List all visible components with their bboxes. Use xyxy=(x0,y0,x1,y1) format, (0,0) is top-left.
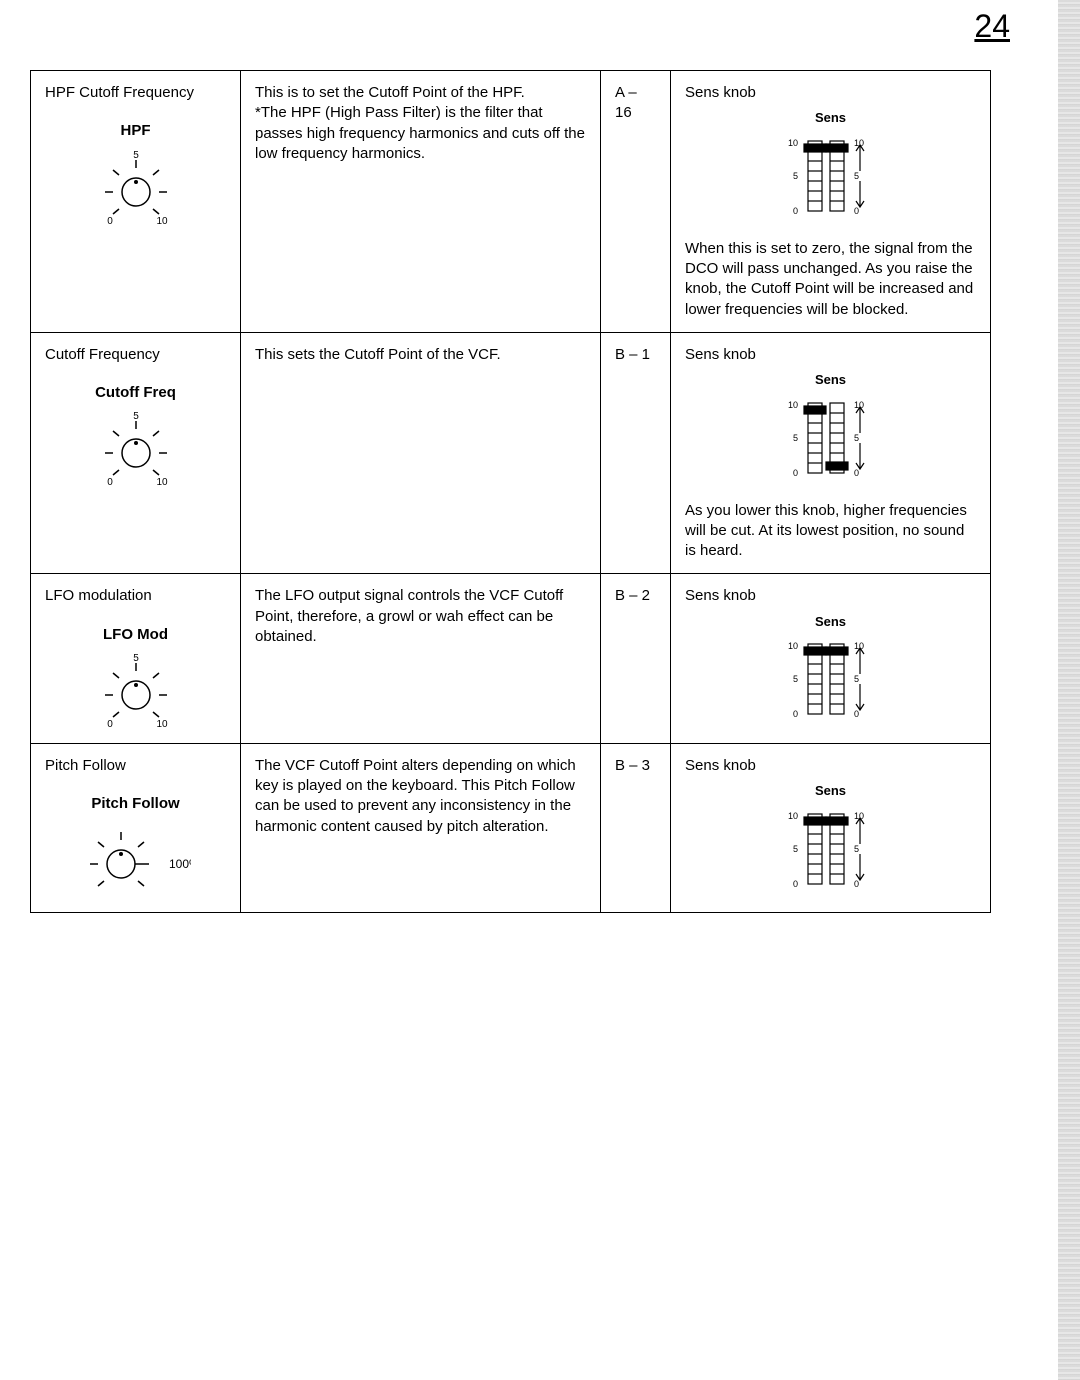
sens-slider-icon: 10 5 0 10 5 0 xyxy=(685,131,976,221)
sens-title: Sens knob xyxy=(685,756,976,776)
svg-text:0: 0 xyxy=(854,709,859,719)
param-ref: B – 2 xyxy=(601,574,671,744)
svg-text:10: 10 xyxy=(787,400,797,410)
page-number: 24 xyxy=(974,8,1010,45)
param-ref: A – 16 xyxy=(601,71,671,333)
sens-description: When this is set to zero, the signal fro… xyxy=(685,239,976,320)
svg-text:5: 5 xyxy=(792,844,797,854)
param-description: This is to set the Cutoff Point of the H… xyxy=(241,71,601,333)
parameter-table: HPF Cutoff Frequency HPF xyxy=(30,70,991,913)
param-ref: B – 3 xyxy=(601,743,671,913)
param-ref: B – 1 xyxy=(601,332,671,574)
param-sublabel: Pitch Follow xyxy=(45,794,226,814)
svg-text:0: 0 xyxy=(107,719,113,730)
svg-text:10: 10 xyxy=(156,216,168,227)
table-row: HPF Cutoff Frequency HPF xyxy=(31,71,991,333)
svg-text:0: 0 xyxy=(107,477,113,488)
svg-text:10: 10 xyxy=(787,641,797,651)
param-sublabel: Cutoff Freq xyxy=(45,383,226,403)
sens-slider-icon: 10 5 0 10 5 0 xyxy=(685,804,976,894)
param-description: The VCF Cutoff Point alters depending on… xyxy=(241,743,601,913)
knob-icon: 100% xyxy=(45,820,226,900)
svg-text:5: 5 xyxy=(133,411,139,422)
svg-text:10: 10 xyxy=(854,400,864,410)
param-description: This sets the Cutoff Point of the VCF. xyxy=(241,332,601,574)
sens-title: Sens knob xyxy=(685,345,976,365)
param-title: Pitch Follow xyxy=(45,756,226,776)
sens-slider-icon: 10 5 0 10 5 0 xyxy=(685,393,976,483)
sens-label: Sens xyxy=(685,613,976,631)
svg-text:0: 0 xyxy=(107,216,113,227)
param-title: Cutoff Frequency xyxy=(45,345,226,365)
table-row: Cutoff Frequency Cutoff Freq xyxy=(31,332,991,574)
svg-text:5: 5 xyxy=(792,674,797,684)
param-sublabel: HPF xyxy=(45,121,226,141)
scan-edge xyxy=(1058,0,1080,1380)
param-sublabel: LFO Mod xyxy=(45,625,226,645)
param-title: LFO modulation xyxy=(45,586,226,606)
knob-icon: 5 0 10 xyxy=(45,148,226,228)
param-description: The LFO output signal controls the VCF C… xyxy=(241,574,601,744)
sens-title: Sens knob xyxy=(685,586,976,606)
svg-text:0: 0 xyxy=(792,206,797,216)
sens-label: Sens xyxy=(685,371,976,389)
svg-text:0: 0 xyxy=(792,879,797,889)
svg-text:5: 5 xyxy=(133,150,139,161)
svg-text:0: 0 xyxy=(854,879,859,889)
svg-text:100%: 100% xyxy=(169,857,191,871)
table-row: LFO modulation LFO Mod 5 xyxy=(31,574,991,744)
svg-text:10: 10 xyxy=(156,477,168,488)
sens-label: Sens xyxy=(685,782,976,800)
svg-text:5: 5 xyxy=(854,844,859,854)
svg-text:10: 10 xyxy=(854,811,864,821)
svg-text:10: 10 xyxy=(156,719,168,730)
svg-text:0: 0 xyxy=(792,709,797,719)
svg-text:10: 10 xyxy=(854,641,864,651)
svg-text:0: 0 xyxy=(792,468,797,478)
sens-slider-icon: 10 5 0 10 5 0 xyxy=(685,634,976,724)
svg-text:0: 0 xyxy=(854,206,859,216)
svg-text:10: 10 xyxy=(854,138,864,148)
svg-text:5: 5 xyxy=(792,433,797,443)
svg-text:5: 5 xyxy=(854,433,859,443)
knob-icon: 5 0 10 xyxy=(45,409,226,489)
svg-text:10: 10 xyxy=(787,138,797,148)
svg-text:5: 5 xyxy=(792,171,797,181)
svg-text:10: 10 xyxy=(787,811,797,821)
param-title: HPF Cutoff Frequency xyxy=(45,83,226,103)
sens-title: Sens knob xyxy=(685,83,976,103)
sens-label: Sens xyxy=(685,109,976,127)
sens-description: As you lower this knob, higher frequenci… xyxy=(685,501,976,562)
svg-text:5: 5 xyxy=(854,171,859,181)
svg-text:5: 5 xyxy=(854,674,859,684)
table-row: Pitch Follow Pitch Follow xyxy=(31,743,991,913)
svg-text:5: 5 xyxy=(133,653,139,664)
knob-icon: 5 0 10 xyxy=(45,651,226,731)
svg-text:0: 0 xyxy=(854,468,859,478)
